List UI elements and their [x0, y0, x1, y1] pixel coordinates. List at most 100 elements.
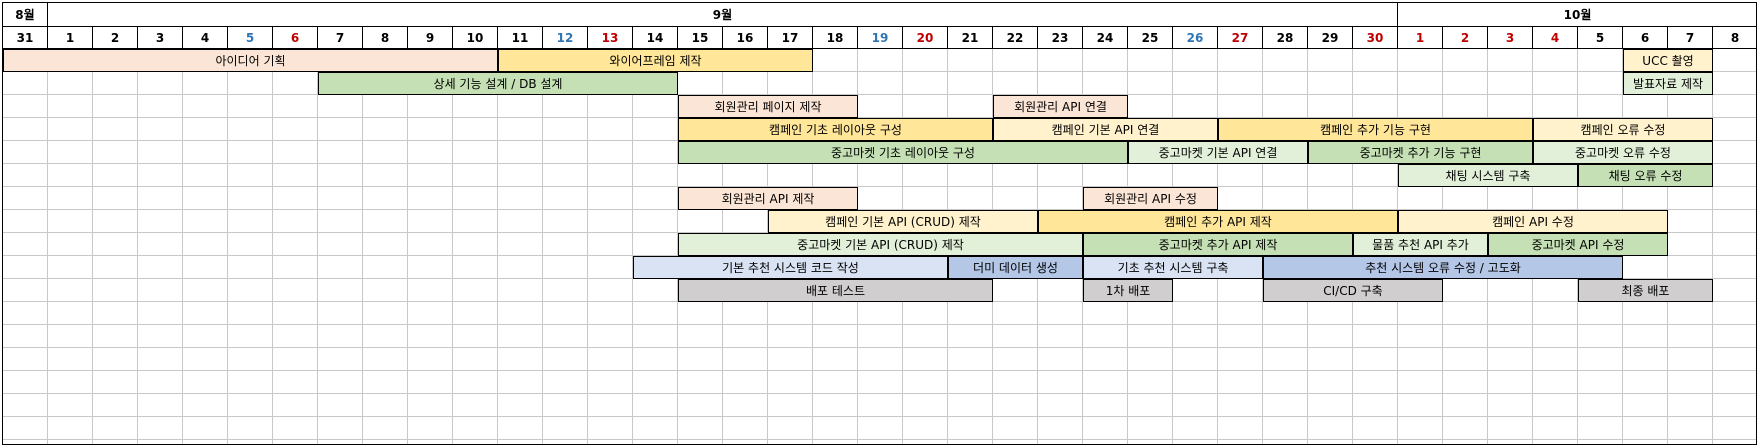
day-header: 6 [1623, 27, 1668, 49]
task-bar: 회원관리 API 수정 [1083, 187, 1218, 210]
day-header: 11 [498, 27, 543, 49]
month-header: 8월 [3, 3, 48, 27]
grid-hline [3, 94, 1756, 95]
grid-hline [3, 117, 1756, 118]
grid-vline [317, 49, 318, 444]
day-header: 8 [1713, 27, 1756, 49]
day-header: 10 [453, 27, 498, 49]
month-header: 10월 [1398, 3, 1756, 27]
grid-hline [3, 347, 1756, 348]
grid-hline [3, 370, 1756, 371]
day-header: 24 [1083, 27, 1128, 49]
day-header: 15 [678, 27, 723, 49]
task-bar: 중고마켓 기초 레이아웃 구성 [678, 141, 1128, 164]
task-bar: 와이어프레임 제작 [498, 49, 813, 72]
grid-vline [542, 49, 543, 444]
day-header: 3 [138, 27, 183, 49]
task-bar: 중고마켓 추가 기능 구현 [1308, 141, 1533, 164]
task-bar: 기본 추천 시스템 코드 작성 [633, 256, 948, 279]
day-header: 7 [1668, 27, 1713, 49]
day-header: 13 [588, 27, 633, 49]
task-bar: 배포 테스트 [678, 279, 993, 302]
grid-vline [407, 49, 408, 444]
task-bar: UCC 촬영 [1623, 49, 1713, 72]
grid-hline [3, 439, 1756, 440]
task-bar: 회원관리 API 연결 [993, 95, 1128, 118]
day-header: 1 [1398, 27, 1443, 49]
day-header: 25 [1128, 27, 1173, 49]
task-bar: 기초 추천 시스템 구축 [1083, 256, 1263, 279]
task-bar: 채팅 오류 수정 [1578, 164, 1713, 187]
day-header: 27 [1218, 27, 1263, 49]
day-header: 19 [858, 27, 903, 49]
task-bar: 캠페인 추가 기능 구현 [1218, 118, 1533, 141]
day-header: 31 [3, 27, 48, 49]
day-header: 7 [318, 27, 363, 49]
day-header: 28 [1263, 27, 1308, 49]
day-header: 17 [768, 27, 813, 49]
grid-vline [1712, 49, 1713, 444]
task-bar: 물품 추천 API 추가 [1353, 233, 1488, 256]
day-header: 20 [903, 27, 948, 49]
task-bar: 회원관리 페이지 제작 [678, 95, 858, 118]
task-bar: 캠페인 API 수정 [1398, 210, 1668, 233]
grid-vline [182, 49, 183, 444]
task-bar: 캠페인 기초 레이아웃 구성 [678, 118, 993, 141]
grid-vline [677, 49, 678, 444]
day-header: 22 [993, 27, 1038, 49]
grid-vline [92, 49, 93, 444]
day-header: 21 [948, 27, 993, 49]
day-header: 6 [273, 27, 318, 49]
grid-hline [3, 71, 1756, 72]
task-bar: 캠페인 추가 API 제작 [1038, 210, 1398, 233]
day-header: 4 [1533, 27, 1578, 49]
day-header: 29 [1308, 27, 1353, 49]
task-bar: 더미 데이터 생성 [948, 256, 1083, 279]
day-header: 4 [183, 27, 228, 49]
grid-vline [47, 49, 48, 444]
task-bar: 캠페인 오류 수정 [1533, 118, 1713, 141]
day-header: 5 [228, 27, 273, 49]
grid-vline [362, 49, 363, 444]
day-header: 5 [1578, 27, 1623, 49]
task-bar: 발표자료 제작 [1623, 72, 1713, 95]
task-bar: 중고마켓 오류 수정 [1533, 141, 1713, 164]
task-bar: 최종 배포 [1578, 279, 1713, 302]
task-bar: 중고마켓 추가 API 제작 [1083, 233, 1353, 256]
grid-vline [632, 49, 633, 444]
grid-hline [3, 324, 1756, 325]
day-header: 30 [1353, 27, 1398, 49]
day-header: 9 [408, 27, 453, 49]
grid-hline [3, 416, 1756, 417]
task-bar: 상세 기능 설계 / DB 설계 [318, 72, 678, 95]
day-header: 8 [363, 27, 408, 49]
grid-hline [3, 186, 1756, 187]
task-bar: 아이디어 기획 [3, 49, 498, 72]
grid-vline [137, 49, 138, 444]
month-header: 9월 [48, 3, 1398, 27]
task-bar: 중고마켓 기본 API (CRUD) 제작 [678, 233, 1083, 256]
day-header: 26 [1173, 27, 1218, 49]
task-bar: 중고마켓 기본 API 연결 [1128, 141, 1308, 164]
grid-vline [227, 49, 228, 444]
day-header: 1 [48, 27, 93, 49]
day-header: 3 [1488, 27, 1533, 49]
grid-hline [3, 393, 1756, 394]
day-header: 2 [1443, 27, 1488, 49]
day-header: 18 [813, 27, 858, 49]
task-bar: 1차 배포 [1083, 279, 1173, 302]
task-bar: 채팅 시스템 구축 [1398, 164, 1578, 187]
day-header: 14 [633, 27, 678, 49]
grid-hline [3, 209, 1756, 210]
task-bar: 추천 시스템 오류 수정 / 고도화 [1263, 256, 1623, 279]
task-bar: CI/CD 구축 [1263, 279, 1443, 302]
day-header: 23 [1038, 27, 1083, 49]
task-bar: 캠페인 기본 API 연결 [993, 118, 1218, 141]
day-header: 2 [93, 27, 138, 49]
task-bar: 회원관리 API 제작 [678, 187, 858, 210]
grid-vline [272, 49, 273, 444]
grid-vline [587, 49, 588, 444]
task-bar: 캠페인 기본 API (CRUD) 제작 [768, 210, 1038, 233]
day-header: 12 [543, 27, 588, 49]
